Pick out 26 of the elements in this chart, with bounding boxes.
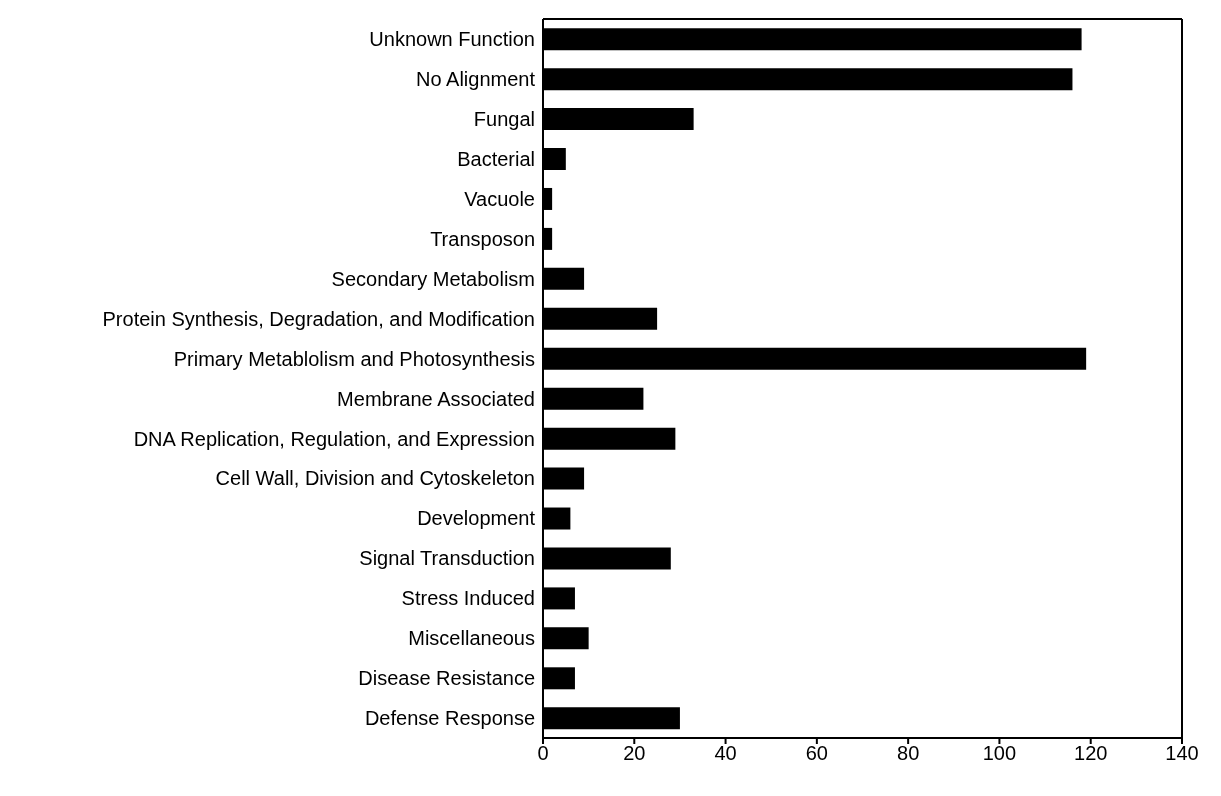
x-tick-label: 100 (982, 742, 1017, 765)
x-tick-label: 20 (623, 742, 646, 765)
y-tick-label: Unknown Function (369, 28, 535, 51)
y-tick-label: Primary Metablolism and Photosynthesis (173, 347, 535, 370)
x-tick-label: 120 (1074, 742, 1108, 765)
x-tick-label: 0 (537, 742, 549, 765)
y-tick-label: Miscellaneous (408, 627, 535, 650)
y-tick-label: Transposon (430, 227, 535, 250)
x-tick-label: 140 (1165, 742, 1199, 765)
y-tick-label: Secondary Metabolism (331, 267, 535, 290)
y-tick-label: Vacuole (464, 187, 535, 210)
y-tick-label: DNA Replication, Regulation, and Expression (133, 427, 535, 450)
y-tick-label: Bacterial (457, 147, 535, 170)
y-tick-label: Defense Response (364, 707, 535, 730)
y-tick-label: No Alignment (416, 68, 536, 91)
x-tick-label: 40 (714, 742, 737, 765)
y-tick-label: Cell Wall, Division and Cytoskeleton (215, 467, 535, 490)
y-tick-label: Development (417, 507, 536, 530)
y-tick-label: Stress Induced (401, 587, 535, 610)
y-tick-label: Protein Synthesis, Degradation, and Modification (102, 307, 535, 330)
y-tick-label: Signal Transduction (359, 547, 535, 570)
y-tick-label: Disease Resistance (358, 667, 535, 690)
y-tick-label: Fungal (473, 107, 535, 130)
x-tick-label: 80 (897, 742, 920, 765)
x-tick-label: 60 (805, 742, 828, 765)
y-tick-label: Membrane Associated (337, 387, 535, 410)
